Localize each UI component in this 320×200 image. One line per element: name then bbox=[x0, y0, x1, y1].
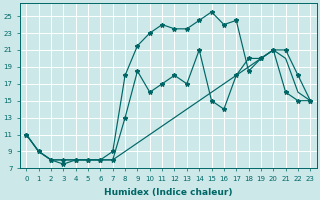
X-axis label: Humidex (Indice chaleur): Humidex (Indice chaleur) bbox=[104, 188, 233, 197]
